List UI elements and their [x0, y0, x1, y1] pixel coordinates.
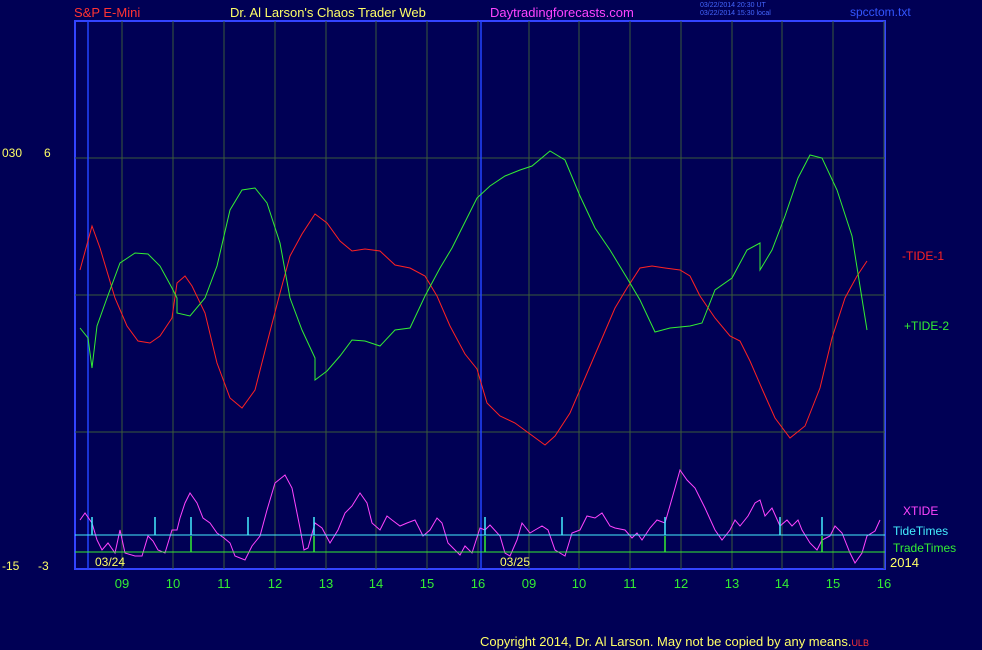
- author-title: Dr. Al Larson's Chaos Trader Web: [230, 5, 426, 20]
- hour-tick-label: 10: [572, 576, 586, 591]
- hour-tick-label: 15: [420, 576, 434, 591]
- timestamp-ut: 03/22/2014 20:30 UT: [700, 2, 766, 9]
- tide1-line: [79, 213, 868, 446]
- hour-tick-label: 09: [522, 576, 536, 591]
- legend-tidetimes: TideTimes: [893, 524, 948, 538]
- hour-tick-label: 10: [166, 576, 180, 591]
- hour-tick-label: 13: [725, 576, 739, 591]
- timestamp-local: 03/22/2014 15:30 local: [700, 10, 771, 17]
- hour-tick-label: 12: [674, 576, 688, 591]
- y-tick-label: 6: [44, 146, 51, 160]
- date-label: 2014: [890, 555, 919, 570]
- hour-tick-label: 09: [115, 576, 129, 591]
- symbol-title: S&P E-Mini: [74, 5, 141, 20]
- hour-tick-label: 11: [217, 576, 231, 591]
- file-name: spcctom.txt: [850, 5, 911, 19]
- tide2-line: [79, 150, 868, 381]
- hour-tick-label: 12: [268, 576, 282, 591]
- hour-tick-label: 14: [369, 576, 383, 591]
- legend-xtide: XTIDE: [903, 504, 938, 518]
- hour-tick-label: 11: [623, 576, 637, 591]
- hour-tick-label: 15: [826, 576, 840, 591]
- legend-tide1: -TIDE-1: [902, 249, 944, 263]
- hour-tick-label: 16: [471, 576, 485, 591]
- hour-tick-label: 16: [877, 576, 891, 591]
- y-tick-label: -3: [38, 559, 49, 573]
- site-name[interactable]: Daytradingforecasts.com: [490, 5, 634, 20]
- copyright-text: Copyright 2014, Dr. Al Larson. May not b…: [480, 634, 852, 649]
- y-tick-label: 030: [2, 146, 22, 160]
- copyright-marker: ULB: [851, 638, 869, 648]
- xtide-line: [79, 468, 881, 564]
- legend-tradetimes: TradeTimes: [893, 541, 956, 555]
- hour-tick-label: 13: [319, 576, 333, 591]
- copyright-notice: Copyright 2014, Dr. Al Larson. May not b…: [480, 634, 869, 649]
- y-tick-label: -15: [2, 559, 20, 573]
- hour-tick-label: 14: [775, 576, 789, 591]
- date-label: 03/25: [500, 555, 530, 569]
- date-label: 03/24: [95, 555, 125, 569]
- legend-tide2: +TIDE-2: [904, 319, 949, 333]
